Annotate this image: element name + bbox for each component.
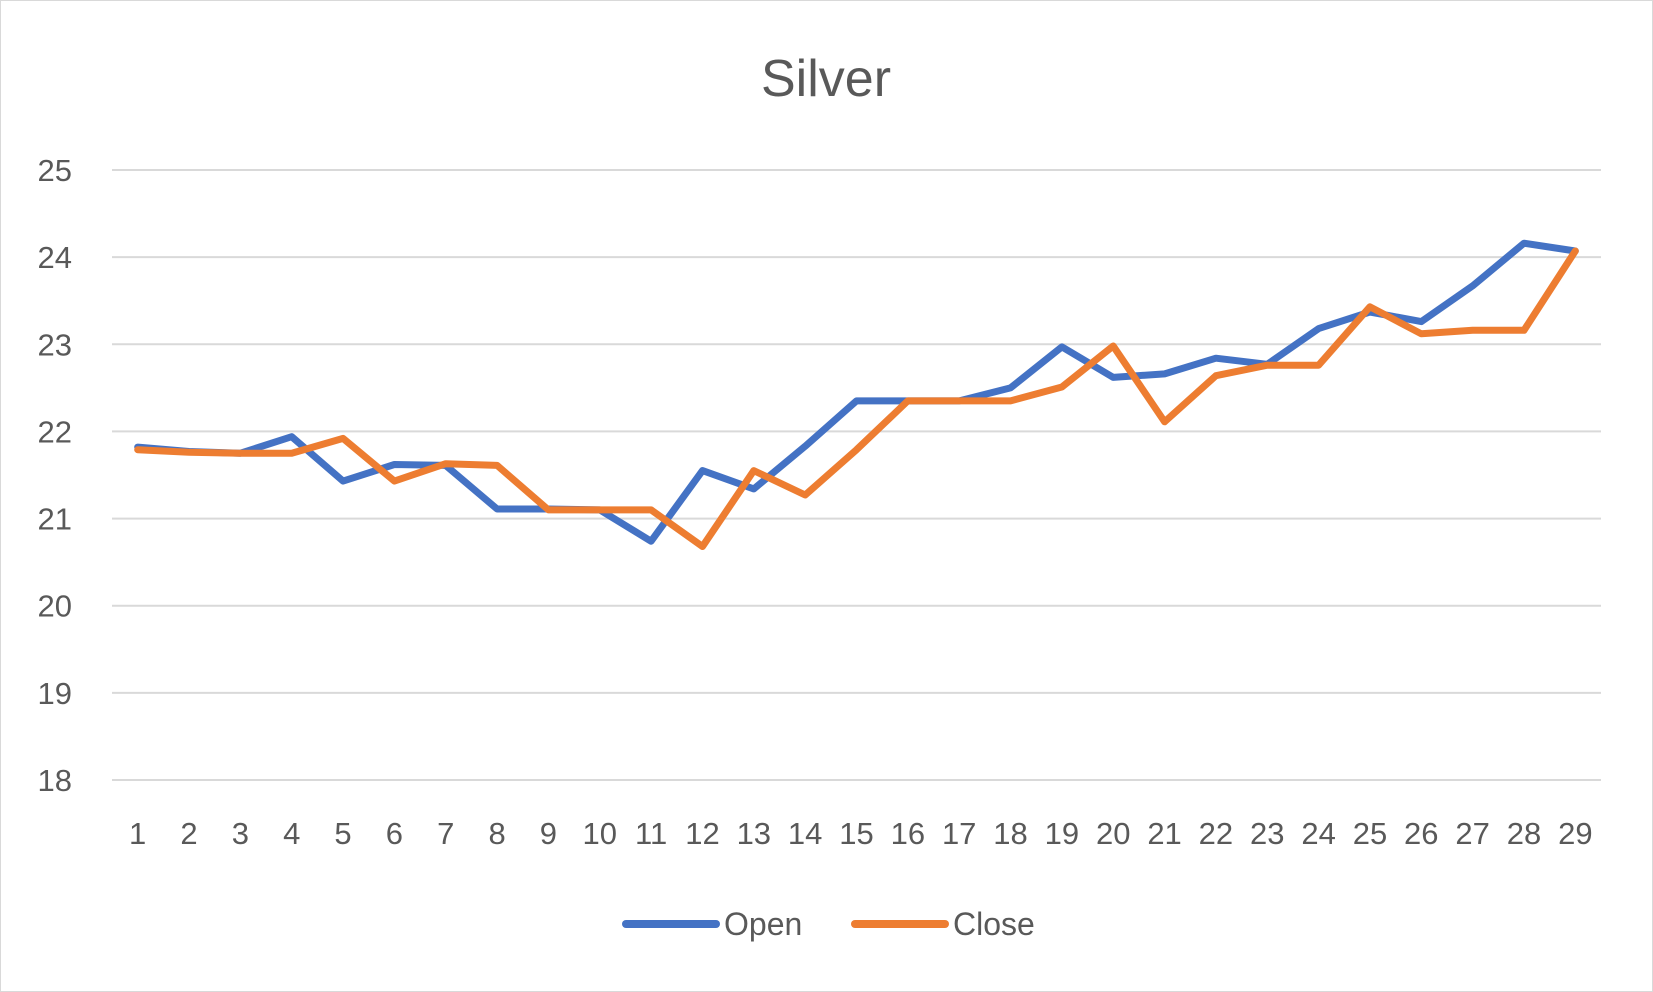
x-tick-label: 8 bbox=[488, 816, 505, 851]
y-tick-label: 20 bbox=[38, 589, 72, 624]
x-tick-label: 9 bbox=[540, 816, 557, 851]
x-tick-label: 6 bbox=[386, 816, 403, 851]
chart-title: Silver bbox=[761, 50, 891, 108]
legend: Open Close bbox=[622, 906, 1035, 942]
y-tick-label: 23 bbox=[38, 327, 72, 362]
x-tick-label: 21 bbox=[1147, 816, 1181, 851]
x-tick-label: 18 bbox=[993, 816, 1027, 851]
x-tick-label: 24 bbox=[1301, 816, 1335, 851]
x-tick-label: 2 bbox=[180, 816, 197, 851]
y-tick-label: 21 bbox=[38, 502, 72, 537]
x-tick-label: 22 bbox=[1199, 816, 1233, 851]
x-tick-label: 15 bbox=[839, 816, 873, 851]
y-tick-label: 18 bbox=[38, 763, 72, 798]
y-axis-ticks: 18 19 20 21 22 23 24 25 bbox=[38, 153, 72, 798]
series-line-open bbox=[134, 239, 1579, 545]
y-tick-label: 19 bbox=[38, 676, 72, 711]
x-tick-label: 7 bbox=[437, 816, 454, 851]
y-tick-label: 24 bbox=[38, 240, 72, 275]
x-tick-label: 29 bbox=[1558, 816, 1592, 851]
x-tick-label: 13 bbox=[737, 816, 771, 851]
x-tick-label: 16 bbox=[891, 816, 925, 851]
x-tick-label: 10 bbox=[583, 816, 617, 851]
series-line-close bbox=[134, 247, 1579, 550]
x-tick-label: 4 bbox=[283, 816, 300, 851]
y-tick-label: 25 bbox=[38, 153, 72, 188]
x-tick-label: 17 bbox=[942, 816, 976, 851]
y-tick-label: 22 bbox=[38, 414, 72, 449]
x-axis-ticks: 1 2 3 4 5 6 7 8 9 10 11 12 13 14 15 16 17 18 19 20 21 22 23 24 2… bbox=[129, 816, 1593, 851]
x-tick-label: 1 bbox=[129, 816, 146, 851]
x-tick-label: 19 bbox=[1045, 816, 1079, 851]
gridlines bbox=[112, 169, 1601, 781]
legend-label-open: Open bbox=[724, 906, 802, 942]
x-tick-label: 3 bbox=[232, 816, 249, 851]
x-tick-label: 23 bbox=[1250, 816, 1284, 851]
x-tick-label: 14 bbox=[788, 816, 822, 851]
legend-label-close: Close bbox=[953, 906, 1035, 942]
x-tick-label: 20 bbox=[1096, 816, 1130, 851]
x-tick-label: 26 bbox=[1404, 816, 1438, 851]
series-lines bbox=[134, 239, 1579, 550]
x-tick-label: 11 bbox=[635, 816, 667, 851]
x-tick-label: 5 bbox=[334, 816, 351, 851]
x-tick-label: 12 bbox=[685, 816, 719, 851]
x-tick-label: 25 bbox=[1353, 816, 1387, 851]
x-tick-label: 27 bbox=[1455, 816, 1489, 851]
x-tick-label: 28 bbox=[1507, 816, 1541, 851]
